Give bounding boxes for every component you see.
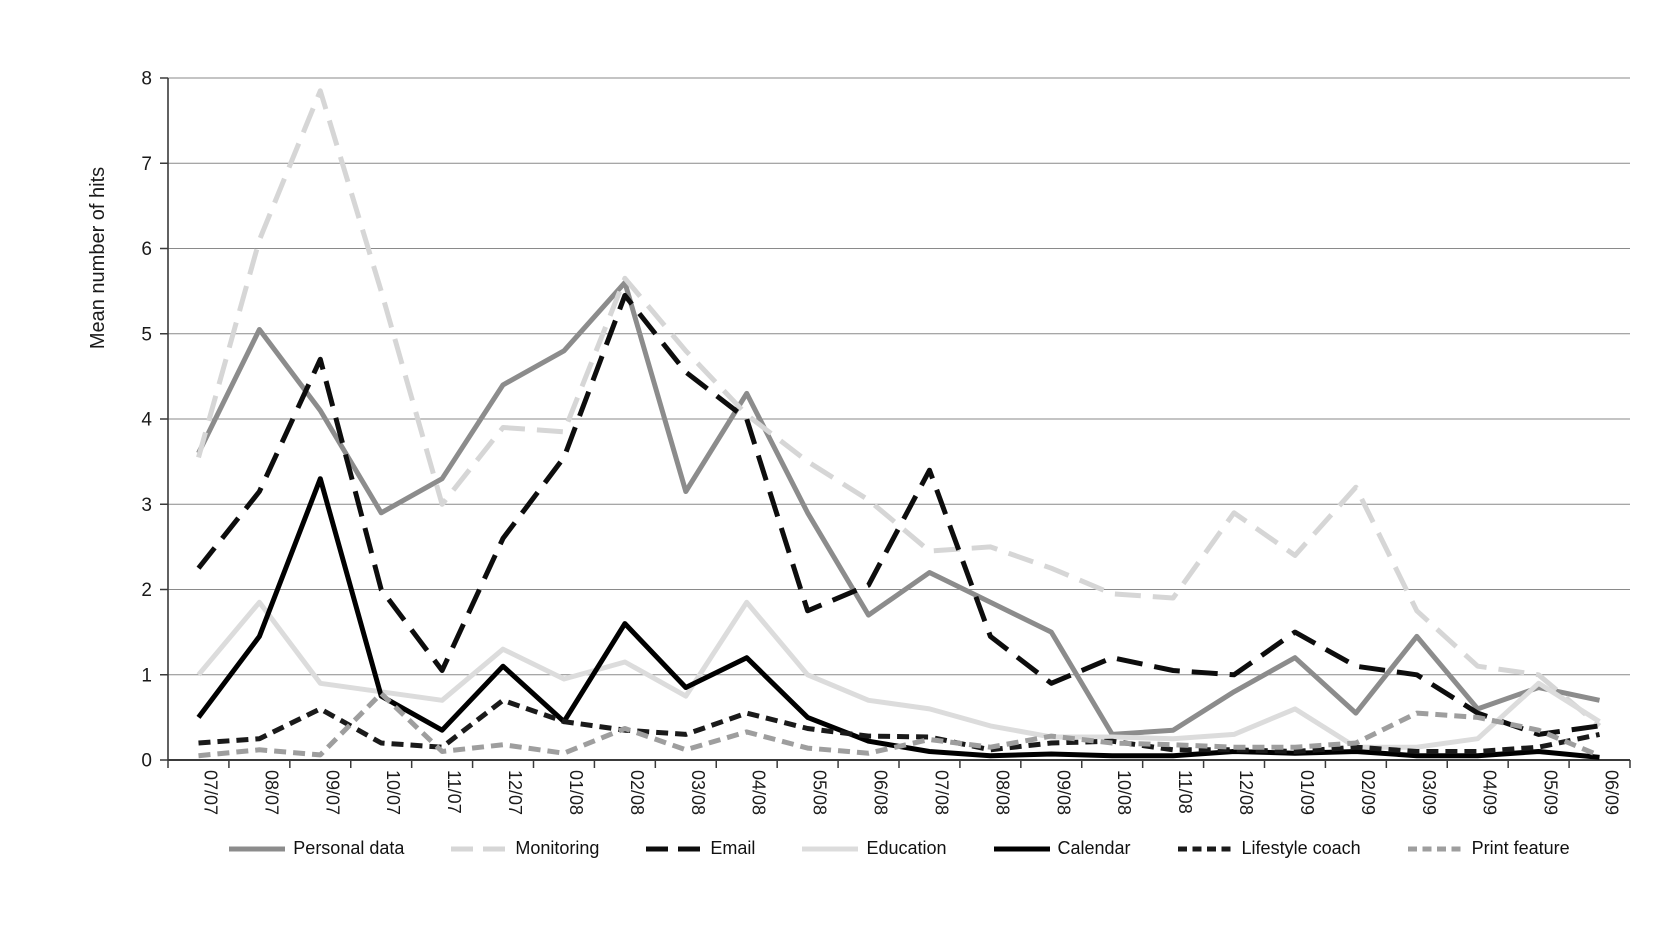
legend-item-calendar: Calendar	[993, 838, 1131, 859]
legend-item-lifestyle-coach: Lifestyle coach	[1177, 838, 1361, 859]
legend-item-print-feature: Print feature	[1407, 838, 1570, 859]
gridlines	[168, 77, 1630, 676]
legend-swatch	[451, 846, 508, 851]
x-tick-label: 01/08	[566, 770, 586, 815]
legend-label: Email	[710, 838, 756, 858]
series-line-monitoring	[196, 88, 1602, 728]
series-line-education	[196, 599, 1601, 750]
y-tick-label: 5	[141, 324, 152, 345]
x-tick-label: 09/08	[1053, 770, 1073, 815]
y-tick-label: 7	[141, 154, 152, 175]
x-tick-label: 03/09	[1419, 770, 1439, 815]
x-tick-label: 08/08	[992, 770, 1012, 815]
x-tick-label: 04/08	[749, 770, 769, 815]
legend-item-email: Email	[645, 838, 755, 859]
legend-item-personal-data: Personal data	[228, 838, 404, 859]
y-axis-tick-labels: 0 1 2 3 4 5 6 7 8	[141, 69, 152, 772]
y-tick-label: 3	[141, 495, 152, 516]
legend-swatch	[1177, 846, 1234, 851]
legend-swatch	[229, 846, 286, 851]
legend-swatch	[802, 846, 859, 851]
legend-label: Print feature	[1471, 838, 1570, 858]
x-tick-label: 11/07	[444, 770, 464, 814]
series-line-calendar	[196, 476, 1600, 760]
x-tick-label: 11/08	[1175, 770, 1195, 814]
x-tick-label: 01/09	[1297, 770, 1317, 815]
series-lines	[196, 88, 1602, 760]
legend-label: Education	[866, 838, 947, 858]
y-tick-label: 4	[141, 410, 152, 431]
legend-swatch	[993, 846, 1050, 851]
axes	[160, 77, 1631, 768]
x-tick-label: 10/08	[1114, 770, 1134, 815]
legend-label: Personal data	[293, 838, 405, 858]
y-tick-label: 8	[141, 69, 152, 90]
legend-swatch	[646, 846, 703, 851]
legend-label: Lifestyle coach	[1241, 838, 1361, 858]
x-tick-label: 06/09	[1602, 770, 1622, 815]
x-tick-label: 05/08	[810, 770, 830, 815]
x-tick-label: 02/08	[627, 770, 647, 815]
x-tick-label: 06/08	[871, 770, 891, 815]
series-line-lifestyle-coach	[198, 697, 1601, 754]
y-tick-label: 6	[141, 239, 152, 260]
y-tick-label: 1	[141, 665, 152, 686]
x-tick-label: 07/08	[931, 770, 951, 815]
series-line-personal-data	[196, 280, 1601, 737]
series-line-print-feature	[198, 691, 1601, 759]
legend-label: Monitoring	[515, 838, 600, 858]
y-tick-label: 0	[141, 751, 152, 772]
legend-swatch	[1407, 846, 1464, 851]
x-tick-label: 02/09	[1358, 770, 1378, 815]
y-tick-label: 2	[141, 580, 152, 601]
y-axis-title: Mean number of hits	[87, 167, 109, 349]
x-tick-label: 08/07	[261, 770, 281, 815]
x-axis-tick-labels: 07/07 08/07 09/07 10/07 11/07 12/07 01/08 02/08…	[200, 770, 1621, 815]
x-tick-label: 12/08	[1236, 770, 1256, 815]
x-tick-label: 07/07	[200, 770, 220, 815]
x-tick-label: 10/07	[383, 770, 403, 815]
legend-item-monitoring: Monitoring	[450, 838, 599, 859]
x-tick-label: 05/09	[1541, 770, 1561, 815]
x-tick-label: 12/07	[505, 770, 525, 815]
series-line-email	[196, 292, 1600, 737]
legend-item-education: Education	[801, 838, 947, 859]
x-tick-label: 03/08	[688, 770, 708, 815]
x-tick-label: 04/09	[1480, 770, 1500, 815]
legend-label: Calendar	[1057, 838, 1131, 858]
x-tick-label: 09/07	[322, 770, 342, 815]
legend: Personal data Monitoring Email Education Cal…	[168, 838, 1630, 859]
